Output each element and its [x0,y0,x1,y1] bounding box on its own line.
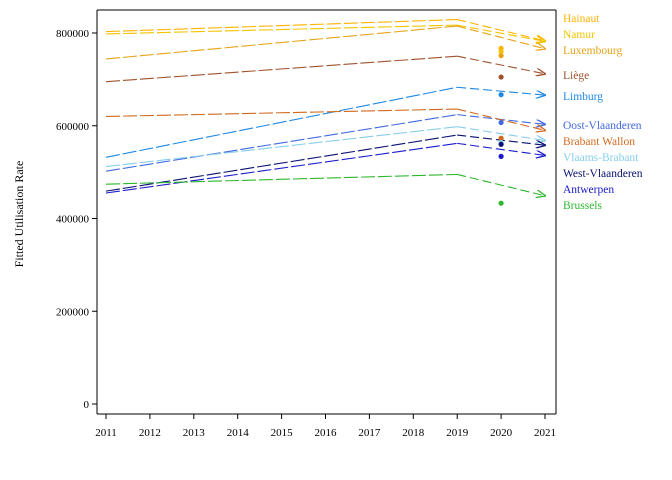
series-projection-luxembourg [457,25,545,49]
point-2020-brussels [498,200,504,206]
series-line-brabant-wallon [105,108,458,118]
series-lines [105,19,545,196]
label-vlaams-brabant: Vlaams-Brabant [563,152,639,164]
x-tick-label: 2014 [227,427,250,439]
point-2020-liege [498,74,504,80]
point-2020-west-vlaanderen [498,141,504,147]
series-line-namur [105,24,458,35]
x-tick-label: 2017 [358,427,381,439]
series-projection-vlaams-brabant [457,126,545,141]
x-tick-label: 2012 [139,427,161,439]
y-axis-title: Fitted Utilisation Rate [12,161,26,268]
y-tick-label: 800000 [56,28,90,40]
x-tick-label: 2021 [534,427,556,439]
region-labels: Hainaut Namur Luxembourg Liège Limburg Oost-V… [563,13,643,212]
point-2020-brabant-wallon [498,135,504,141]
label-namur: Namur [563,29,595,41]
y-tick-label: 200000 [56,306,90,318]
series-line-liege [105,55,458,83]
series-line-antwerpen [105,142,458,194]
series-line-vlaams-brabant [105,126,458,168]
label-oost-vlaanderen: Oost-Vlaanderen [563,120,642,132]
y-tick-label: 600000 [56,121,90,133]
point-2020-namur [498,48,504,55]
x-tick-label: 2018 [402,427,425,439]
series-line-west-vlaanderen [105,134,458,192]
series-projection-antwerpen [457,142,545,155]
label-luxembourg: Luxembourg [563,45,622,57]
x-tick-label: 2015 [271,427,294,439]
point-2020-antwerpen [498,153,504,159]
point-2020-luxembourg [498,53,504,59]
label-brussels: Brussels [563,200,603,212]
label-liege: Liège [563,70,589,82]
series-line-brussels [105,173,458,185]
series-line-hainaut [105,19,458,33]
series-projection-limburg [457,86,545,95]
plot-frame [96,9,557,415]
y-tick-label: 400000 [56,214,90,226]
x-tick-label: 2019 [446,427,469,439]
series-projection-brabant-wallon [457,108,545,130]
x-tick-label: 2013 [183,427,206,439]
x-tick-label: 2011 [95,427,117,439]
series-projection-hainaut [457,19,545,41]
series-projection-liege [457,55,545,74]
y-tick-label: 0 [84,399,90,411]
point-2020-limburg [498,92,504,98]
series-line-oost-vlaanderen [105,114,458,172]
series-line-luxembourg [105,25,458,60]
series-line-limburg [105,86,458,158]
y-axis-ticks: 0 200000 400000 600000 800000 [56,28,97,411]
points-2020 [498,45,504,206]
point-2020-oost-vlaanderen [498,119,504,126]
x-tick-label: 2016 [315,427,338,439]
label-hainaut: Hainaut [563,13,600,25]
label-limburg: Limburg [563,91,603,103]
label-west-vlaanderen: West-Vlaanderen [563,168,643,180]
x-tick-label: 2020 [490,427,513,439]
series-projection-brussels [457,173,545,195]
series-projection-namur [457,24,545,41]
x-axis-ticks: 2011 2012 2013 2014 2015 2016 2017 2018 2019 2020… [95,414,556,439]
label-antwerpen: Antwerpen [563,184,614,196]
label-brabant-wallon: Brabant Wallon [563,136,635,148]
